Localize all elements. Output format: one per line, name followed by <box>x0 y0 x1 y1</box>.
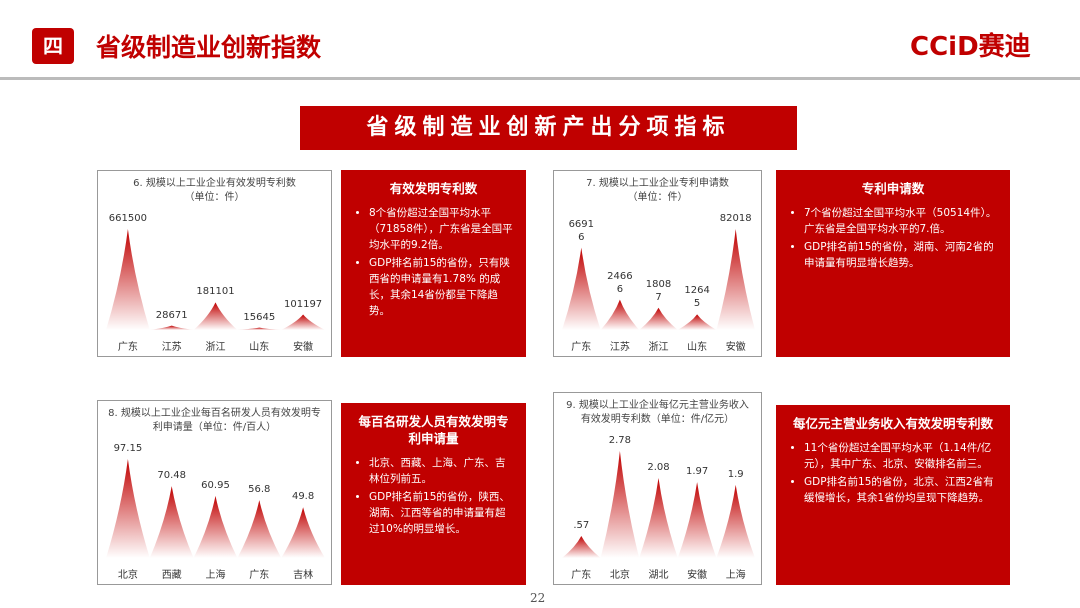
peak <box>281 314 325 330</box>
bullet-list: 11个省份超过全国平均水平（1.14件/亿元），其中广东、北京、安徽排名前三。G… <box>788 440 998 506</box>
value-label: 60.95 <box>201 479 230 491</box>
peak <box>149 325 194 330</box>
peak <box>639 477 678 558</box>
x-tick-label: 江苏 <box>609 342 630 353</box>
x-tick-label: 山东 <box>249 342 270 353</box>
x-tick-label: 上海 <box>725 570 746 581</box>
value-label: 56.8 <box>248 484 271 496</box>
peak <box>639 307 678 330</box>
peak <box>716 229 755 330</box>
logo: CCiD赛迪 <box>910 32 1031 62</box>
plot <box>562 451 755 558</box>
x-tick-label: 江苏 <box>161 342 182 353</box>
x-tick-label: 浙江 <box>205 342 226 353</box>
banner: 省级制造业创新产出分项指标 <box>300 106 797 150</box>
value-label: 1264 5 <box>684 285 710 310</box>
note-title: 专利申请数 <box>861 181 925 196</box>
x-tick-label: 北京 <box>117 570 138 581</box>
note-title: 每亿元主营业务收入有效发明专利数 <box>792 416 993 431</box>
x-tick-label: 西藏 <box>161 570 182 581</box>
chart-title: 8. 规模以上工业企业每百名研发人员有效发明专利申请量（单位：件/百人） <box>108 408 321 433</box>
plot <box>562 229 755 330</box>
peak <box>677 314 717 330</box>
bullet: GDP排名前15的省份，北京、江西2省有缓慢增长，其余1省份均呈现下降趋势。 <box>804 474 998 506</box>
chart: 7. 规模以上工业企业专利申请数 （单位：件） 6691 6 广东 2466 6 江苏 1… <box>553 170 762 357</box>
peak <box>237 500 282 558</box>
plot <box>106 229 325 330</box>
x-tick-label: 上海 <box>205 570 226 581</box>
peak <box>193 495 238 558</box>
note-box: 专利申请数 7个省份超过全国平均水平（50514件）。广东省是全国平均水平的7.倍… <box>776 170 1010 357</box>
value-label: 101197 <box>284 298 323 310</box>
bullet-list: 北京、西藏、上海、广东、吉林位列前五。GDP排名前15的省份，陕西、湖南、江西等… <box>353 455 514 537</box>
chart: 6. 规模以上工业企业有效发明专利数 （单位：件） 661500 广东 28671 江苏… <box>97 170 332 357</box>
x-tick-label: 广东 <box>249 570 270 581</box>
peak <box>281 507 325 558</box>
x-tick-label: 安徽 <box>687 570 708 581</box>
x-tick-label: 广东 <box>571 342 592 353</box>
bullet-list: 7个省份超过全国平均水平（50514件）。广东省是全国平均水平的7.倍。GDP排… <box>788 205 998 271</box>
peak <box>600 299 640 330</box>
bullet: 8个省份超过全国平均水平（71858件），广东省是全国平均水平的9.2倍。 <box>369 205 514 253</box>
value-label: 661500 <box>108 213 147 224</box>
bullet-list: 8个省份超过全国平均水平（71858件），广东省是全国平均水平的9.2倍。GDP… <box>353 205 514 319</box>
value-label: 181101 <box>196 286 235 298</box>
x-tick-label: 吉林 <box>293 570 314 581</box>
bullet: 11个省份超过全国平均水平（1.14件/亿元），其中广东、北京、安徽排名前三。 <box>804 440 998 472</box>
header-rule <box>0 77 1080 80</box>
x-tick-label: 湖北 <box>648 570 669 581</box>
value-label: 6691 6 <box>568 218 595 243</box>
peak <box>237 327 282 330</box>
page-number: 22 <box>530 591 546 605</box>
note-box: 每百名研发人员有效发明专利申请量北京、西藏、上海、广东、吉林位列前五。GDP排名… <box>341 403 526 585</box>
peak <box>193 302 238 330</box>
value-label: 1.97 <box>685 466 709 478</box>
chart-title: 6. 规模以上工业企业有效发明专利数 （单位：件） <box>133 178 296 203</box>
peak <box>149 486 194 558</box>
value-label: 2.78 <box>608 435 632 446</box>
bullet: GDP排名前15的省份，陕西、湖南、江西等省的申请量有超过10%的明显增长。 <box>369 489 514 537</box>
value-label: 97.15 <box>113 443 143 454</box>
peak <box>716 484 755 558</box>
bullet: GDP排名前15的省份，湖南、河南2省的申请量有明显增长趋势。 <box>804 239 998 271</box>
plot <box>106 459 325 558</box>
peak <box>106 459 150 558</box>
badge: 四 <box>32 28 74 64</box>
page-title: 省级制造业创新指数 <box>96 33 322 62</box>
value-label: 82018 <box>719 213 752 224</box>
note-title: 有效发明专利数 <box>389 181 478 196</box>
value-label: 1808 7 <box>645 278 672 303</box>
value-label: 70.48 <box>157 470 186 482</box>
value-label: 2466 6 <box>607 270 633 295</box>
x-tick-label: 广东 <box>571 570 592 581</box>
value-label: 2.08 <box>647 461 670 473</box>
peak <box>677 482 717 558</box>
x-tick-label: 安徽 <box>725 342 746 353</box>
chart-title: 7. 规模以上工业企业专利申请数 （单位：件） <box>586 178 729 203</box>
value-label: 1.9 <box>727 468 744 480</box>
x-tick-label: 浙江 <box>648 342 669 353</box>
x-tick-label: 安徽 <box>293 342 314 353</box>
value-label: .57 <box>573 520 590 532</box>
value-label: 28671 <box>155 309 188 321</box>
note-box: 每亿元主营业务收入有效发明专利数 11个省份超过全国平均水平（1.14件/亿元），… <box>776 405 1010 585</box>
bullet: 7个省份超过全国平均水平（50514件）。广东省是全国平均水平的7.倍。 <box>804 205 998 237</box>
peak <box>600 451 640 558</box>
note-box: 有效发明专利数 8个省份超过全国平均水平（71858件），广东省是全国平均水平的9… <box>341 170 526 357</box>
chart: 8. 规模以上工业企业每百名研发人员有效发明专利申请量（单位：件/百人） 97.1… <box>97 400 332 585</box>
x-tick-label: 广东 <box>117 342 138 353</box>
bullet: 北京、西藏、上海、广东、吉林位列前五。 <box>369 455 514 487</box>
chart: 9. 规模以上工业企业每亿元主营业务收入有效发明专利数（单位：件/亿元） .57 广… <box>553 392 762 585</box>
chart-title: 9. 规模以上工业企业每亿元主营业务收入有效发明专利数（单位：件/亿元） <box>566 400 749 425</box>
value-label: 49.8 <box>291 491 315 503</box>
peak <box>562 536 601 558</box>
note-title: 每百名研发人员有效发明专利申请量 <box>358 414 509 446</box>
peak <box>106 229 150 330</box>
bullet: GDP排名前15的省份，只有陕西省的申请量有1.78% 的成长，其余14省份都呈… <box>369 255 514 319</box>
value-label: 15645 <box>243 311 276 323</box>
x-tick-label: 北京 <box>609 570 630 581</box>
peak <box>562 247 601 330</box>
x-tick-label: 山东 <box>687 342 708 353</box>
